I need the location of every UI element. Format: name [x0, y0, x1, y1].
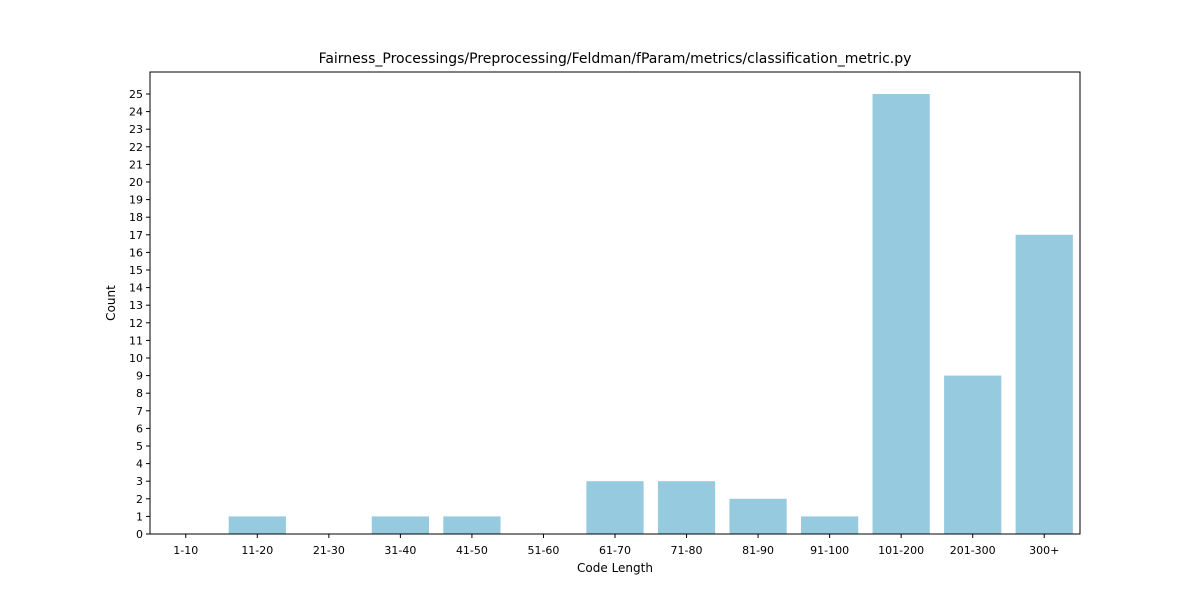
y-tick-label: 10	[129, 352, 143, 365]
y-tick-label: 18	[129, 211, 143, 224]
y-tick-label: 24	[129, 106, 143, 119]
y-tick-label: 14	[129, 282, 143, 295]
x-tick-label: 51-60	[527, 544, 559, 557]
y-tick-label: 8	[136, 387, 143, 400]
y-axis: 0123456789101112131415161718192021222324…	[129, 88, 150, 541]
x-tick-label: 300+	[1029, 544, 1059, 557]
y-tick-label: 11	[129, 334, 143, 347]
plot-frame	[149, 71, 1081, 535]
y-tick-label: 25	[129, 88, 143, 101]
bar-31-40	[371, 516, 429, 534]
bar-81-90	[729, 498, 787, 534]
x-tick-label: 1-10	[173, 544, 198, 557]
y-tick-label: 1	[136, 510, 143, 523]
y-tick-label: 22	[129, 141, 143, 154]
y-tick-label: 20	[129, 176, 143, 189]
y-tick-label: 2	[136, 493, 143, 506]
y-tick-label: 6	[136, 422, 143, 435]
y-tick-label: 19	[129, 194, 143, 207]
bar-61-70	[586, 481, 644, 534]
x-tick-label: 81-90	[742, 544, 774, 557]
y-tick-label: 21	[129, 158, 143, 171]
y-tick-label: 9	[136, 370, 143, 383]
bar-41-50	[443, 516, 501, 534]
plot-area	[149, 71, 1081, 535]
x-axis: 1-10 11-20 21-30 31-40 41-50 51-60 61-70 71-80 8…	[173, 534, 1059, 557]
x-tick-label: 31-40	[384, 544, 416, 557]
y-tick-label: 17	[129, 229, 143, 242]
bars	[228, 94, 1073, 535]
y-tick-label: 23	[129, 123, 143, 136]
x-tick-label: 101-200	[878, 544, 924, 557]
x-tick-label: 201-300	[950, 544, 996, 557]
y-axis-label: Count	[104, 285, 118, 321]
chart-title: Fairness_Processings/Preprocessing/Feldm…	[319, 51, 912, 67]
x-tick-label: 11-20	[241, 544, 273, 557]
bar-91-100	[801, 516, 859, 534]
x-tick-label: 71-80	[671, 544, 703, 557]
y-tick-label: 5	[136, 440, 143, 453]
x-tick-label: 91-100	[810, 544, 849, 557]
x-tick-label: 41-50	[456, 544, 488, 557]
y-tick-label: 12	[129, 317, 143, 330]
y-tick-label: 3	[136, 475, 143, 488]
bar-101-200	[872, 94, 930, 534]
x-tick-label: 21-30	[313, 544, 345, 557]
y-tick-label: 0	[136, 528, 143, 541]
y-tick-label: 13	[129, 299, 143, 312]
y-tick-label: 4	[136, 458, 143, 471]
x-axis-label: Code Length	[577, 561, 653, 575]
bar-201-300	[944, 375, 1002, 534]
bar-11-20	[228, 516, 286, 534]
bar-300+	[1015, 234, 1073, 535]
x-tick-label: 61-70	[599, 544, 631, 557]
y-tick-label: 7	[136, 405, 143, 418]
y-tick-label: 15	[129, 264, 143, 277]
bar-71-80	[657, 481, 716, 534]
y-tick-label: 16	[129, 246, 143, 259]
